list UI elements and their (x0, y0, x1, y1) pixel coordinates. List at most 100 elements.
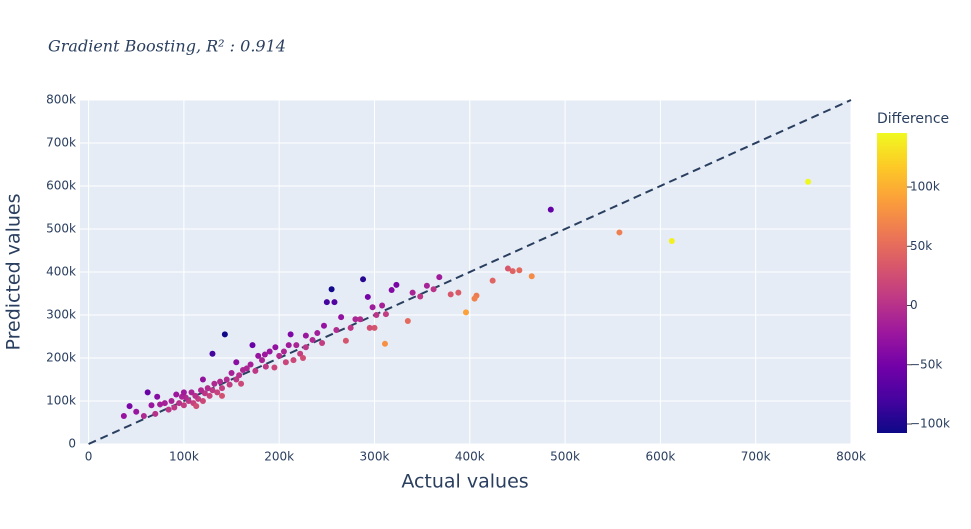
point (302, 332, 309, 339)
y-tick-label: 100k (46, 394, 76, 408)
point (430, 286, 437, 293)
point (417, 293, 424, 300)
point (252, 367, 259, 374)
y-tick-label: 300k (46, 308, 76, 322)
point (259, 357, 266, 364)
y-tick-label: 200k (46, 351, 76, 365)
point (180, 402, 187, 409)
y-tick-label: 500k (46, 222, 76, 236)
x-tick-label: 100k (169, 450, 199, 464)
point (219, 385, 226, 392)
point (668, 238, 675, 245)
y-tick-label: 700k (46, 136, 76, 150)
point (266, 348, 273, 355)
point (239, 367, 246, 374)
identity-line (88, 99, 852, 445)
point (204, 385, 211, 392)
point (276, 352, 283, 359)
point (287, 331, 294, 338)
point (342, 337, 349, 344)
point (221, 331, 228, 338)
point (547, 206, 554, 213)
point (302, 344, 309, 351)
point (180, 389, 187, 396)
y-axis-title: Predicted values (3, 193, 25, 350)
point (255, 352, 262, 359)
point (509, 268, 516, 275)
point (214, 389, 221, 396)
point (126, 403, 133, 410)
point (314, 330, 321, 337)
x-tick-label: 300k (360, 450, 390, 464)
y-tick-label: 600k (46, 179, 76, 193)
x-tick-label: 800k (836, 450, 866, 464)
x-tick-label: 700k (741, 450, 771, 464)
point (319, 339, 326, 346)
point (247, 361, 254, 368)
point (381, 340, 388, 347)
point (233, 359, 240, 366)
point (360, 276, 367, 283)
point (805, 178, 812, 185)
y-tick-label: 400k (46, 265, 76, 279)
point (333, 327, 340, 334)
x-tick-label: 600k (645, 450, 675, 464)
y-tick-label: 0 (68, 437, 76, 451)
point (369, 304, 376, 311)
point (462, 309, 469, 316)
point (379, 302, 386, 309)
point (489, 277, 496, 284)
colorbar-tick-label: 0 (910, 298, 918, 312)
point (371, 324, 378, 331)
colorbar-tick-label: −100k (910, 416, 950, 430)
point (516, 267, 523, 274)
point (331, 299, 338, 306)
point (347, 324, 354, 331)
point (328, 286, 335, 293)
point (206, 392, 213, 399)
point (423, 282, 430, 289)
point (300, 355, 307, 361)
point (211, 380, 218, 387)
point (528, 273, 535, 280)
point (366, 324, 373, 331)
point (228, 370, 235, 377)
point (404, 318, 411, 325)
point (171, 404, 178, 411)
x-tick-label: 200k (264, 450, 294, 464)
point (436, 274, 443, 281)
point (198, 387, 205, 394)
colorbar-tick-label: −50k (910, 357, 942, 371)
point (323, 299, 330, 306)
point (168, 398, 175, 404)
point (120, 413, 127, 420)
point (193, 403, 200, 410)
point (157, 401, 164, 408)
point (309, 336, 316, 343)
point (504, 265, 511, 272)
point (282, 359, 289, 366)
point (188, 389, 195, 396)
point (233, 376, 240, 383)
point (209, 350, 216, 357)
point (133, 408, 140, 415)
point (272, 344, 279, 351)
point (388, 287, 395, 294)
point (152, 410, 159, 417)
point (357, 316, 364, 323)
point (393, 281, 400, 288)
y-tick-label: 800k (46, 93, 76, 107)
x-tick-label: 0 (85, 450, 93, 464)
chart-title: Gradient Boosting, R² : 0.914 (48, 37, 286, 56)
point (382, 311, 389, 318)
point (217, 378, 224, 385)
point (293, 342, 300, 349)
point (320, 322, 327, 329)
point (219, 392, 226, 399)
point (290, 357, 297, 364)
point (616, 229, 623, 236)
x-tick-label: 500k (550, 450, 580, 464)
point (455, 289, 462, 296)
point (161, 400, 168, 407)
